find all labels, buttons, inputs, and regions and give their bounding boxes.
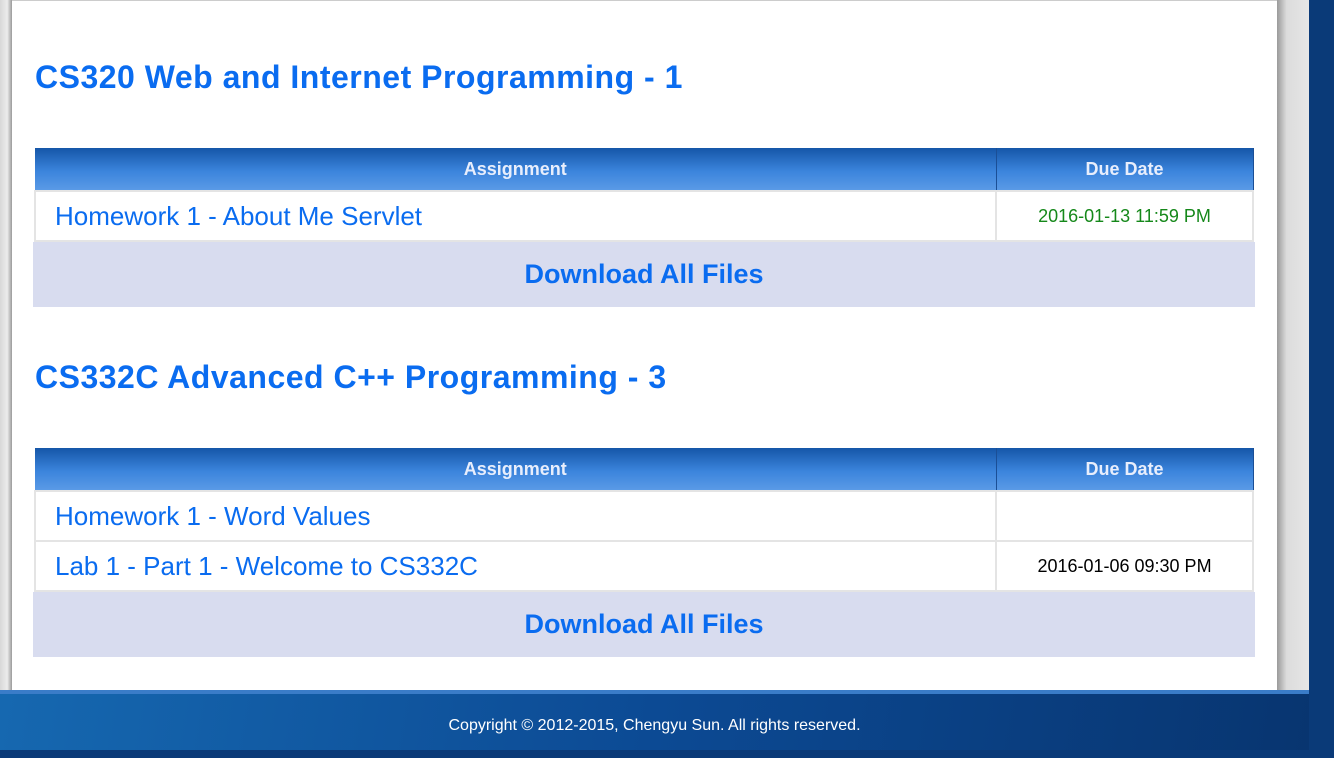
due-date xyxy=(995,490,1254,542)
due-date: 2016-01-06 09:30 PM xyxy=(995,540,1254,592)
main-content: CS320 Web and Internet Programming - 1 A… xyxy=(12,0,1277,690)
course-title[interactable]: CS332C Advanced C++ Programming - 3 xyxy=(35,359,667,395)
background-edge xyxy=(1309,0,1334,750)
column-header-assignment: Assignment xyxy=(35,148,997,191)
column-header-due-date: Due Date xyxy=(996,148,1254,191)
background-left xyxy=(0,0,12,690)
assignment-link[interactable]: Homework 1 - Word Values xyxy=(34,490,997,542)
column-header-assignment: Assignment xyxy=(35,448,997,491)
table-row: Lab 1 - Part 1 - Welcome to CS332C 2016-0… xyxy=(34,540,1254,592)
assignments-table: Assignment Due Date Homework 1 - Word Val… xyxy=(34,448,1254,592)
table-row: Homework 1 - Word Values xyxy=(34,490,1254,542)
due-date: 2016-01-13 11:59 PM xyxy=(995,190,1254,242)
background-right xyxy=(1277,0,1309,690)
assignments-table: Assignment Due Date Homework 1 - About Me… xyxy=(34,148,1254,242)
download-all-files-button[interactable]: Download All Files xyxy=(33,592,1255,657)
assignment-link[interactable]: Homework 1 - About Me Servlet xyxy=(34,190,997,242)
footer-copyright: Copyright © 2012-2015, Chengyu Sun. All … xyxy=(0,690,1309,750)
assignment-link[interactable]: Lab 1 - Part 1 - Welcome to CS332C xyxy=(34,540,997,592)
column-header-due-date: Due Date xyxy=(996,448,1254,491)
table-row: Homework 1 - About Me Servlet 2016-01-13 … xyxy=(34,190,1254,242)
course-title[interactable]: CS320 Web and Internet Programming - 1 xyxy=(35,59,683,95)
download-all-files-button[interactable]: Download All Files xyxy=(33,242,1255,307)
